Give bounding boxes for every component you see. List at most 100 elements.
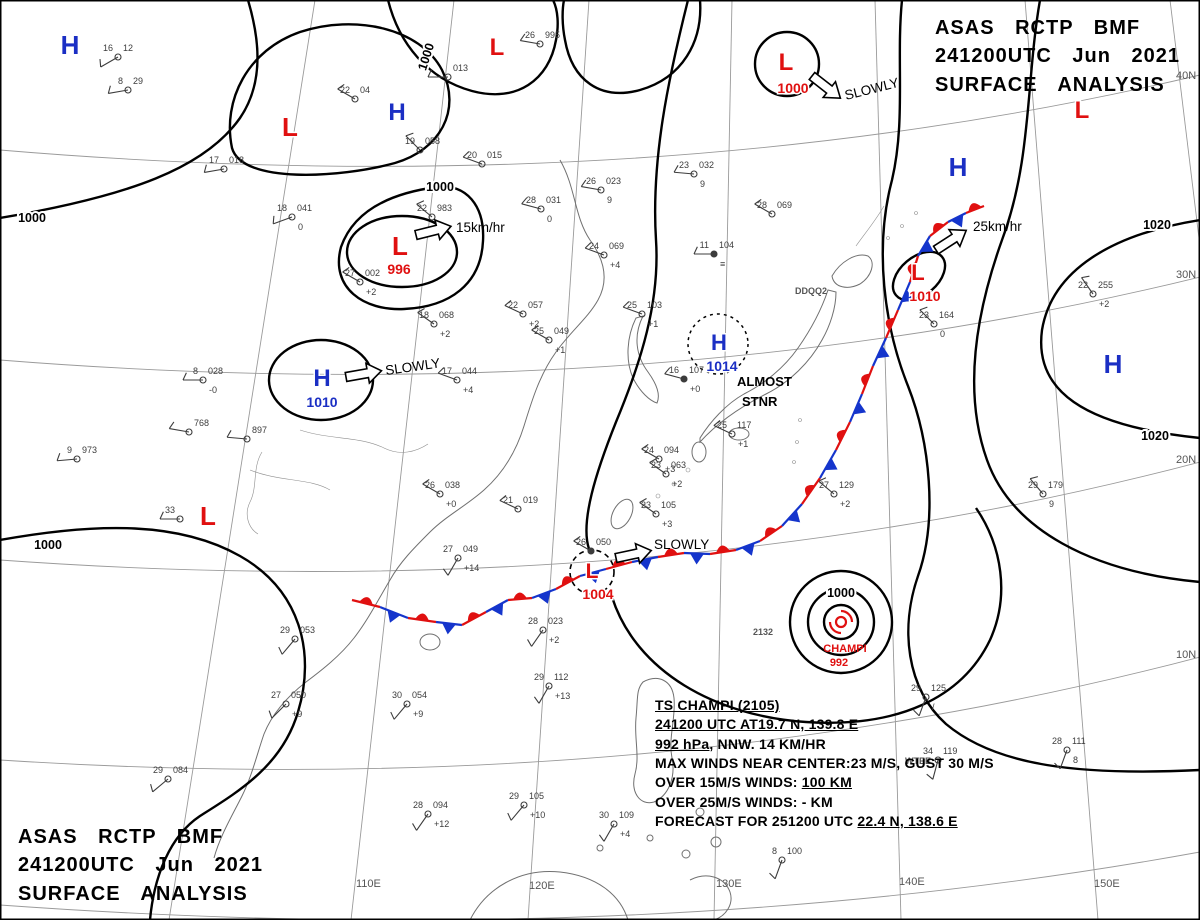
svg-text:023: 023 <box>606 176 621 186</box>
station-plot: 29 179 9 <box>1028 476 1063 509</box>
svg-text:16: 16 <box>669 365 679 375</box>
warm-front-symbol <box>885 317 895 331</box>
svg-text:1014: 1014 <box>706 358 737 374</box>
warm-front-symbol <box>561 576 575 586</box>
cold-front-symbol <box>442 622 456 635</box>
svg-text:24: 24 <box>644 445 654 455</box>
warm-front-symbol <box>933 222 945 234</box>
svg-text:069: 069 <box>777 200 792 210</box>
svg-text:+4: +4 <box>620 829 630 839</box>
station-plot: 18 041 0 <box>272 203 312 232</box>
annotation-label: DDQQ2 <box>795 286 827 296</box>
station-plot: 30 109 +4 <box>598 810 634 842</box>
svg-text:H: H <box>61 30 80 60</box>
pressure-center-h: H <box>947 151 969 184</box>
svg-text:26: 26 <box>525 30 535 40</box>
svg-text:053: 053 <box>300 625 315 635</box>
svg-text:17: 17 <box>209 155 219 165</box>
storm-info-text: TS CHAMPI (2105) <box>655 697 780 713</box>
svg-text:26: 26 <box>586 176 596 186</box>
svg-text:20: 20 <box>467 150 477 160</box>
station-plot: 24 069 +4 <box>584 241 624 270</box>
station-plot: 29 125 / <box>911 683 946 717</box>
pressure-center-l: L 1000 <box>776 48 810 98</box>
svg-text:112: 112 <box>554 672 568 682</box>
typhoon-symbol: 1000 CHAMPI 992 <box>788 569 894 675</box>
station-plot: 11 104 ≡ <box>693 240 734 269</box>
isobar-label: 1000 <box>34 538 62 552</box>
station-plot: 22 983 <box>416 200 452 221</box>
grid-label: 110E <box>356 878 381 890</box>
warm-front-symbol <box>968 203 982 213</box>
svg-text:18: 18 <box>277 203 287 213</box>
svg-text:+2: +2 <box>1099 299 1109 309</box>
chart-type: SURFACE ANALYSIS <box>18 882 248 905</box>
svg-text:032: 032 <box>699 160 714 170</box>
warm-front-symbol <box>804 485 815 497</box>
station-plot: 21 019 <box>499 494 538 513</box>
storm-info-text: 22.4 N, 138.6 E <box>857 812 958 829</box>
station-plot: 8 29 <box>107 76 143 95</box>
pressure-center-l: L <box>1073 96 1091 126</box>
pressure-center-h: H <box>1102 348 1124 381</box>
svg-text:29: 29 <box>133 76 143 86</box>
svg-text:111: 111 <box>1072 736 1086 746</box>
svg-text:28: 28 <box>1052 736 1062 746</box>
storm-info-text: 241200 UTC AT19.7 N, 139.8 E <box>655 716 859 733</box>
station-plot: 16 107 +0 <box>664 365 704 394</box>
annotation-label: ALMOST <box>737 374 792 389</box>
svg-text:L: L <box>282 112 298 142</box>
svg-text:H: H <box>388 99 405 126</box>
pressure-center-h: H 1014 <box>705 329 739 376</box>
svg-text:107: 107 <box>689 365 704 375</box>
station-plot: 16 12 <box>99 43 133 68</box>
station-plot: 28 023 +2 <box>527 616 563 647</box>
station-plot: 28 031 0 <box>521 195 561 224</box>
svg-text:23: 23 <box>919 310 929 320</box>
station-plot: 23 164 0 <box>919 306 954 339</box>
station-plot: 27 050 +9 <box>268 690 306 719</box>
isobar-label: 1000 <box>426 180 454 194</box>
storm-info-block: TS CHAMPI (2105) 241200 UTC AT19.7 N, 139… <box>655 696 994 831</box>
svg-text:9: 9 <box>1049 499 1054 509</box>
cold-front-symbol <box>537 591 551 604</box>
svg-text:L: L <box>779 49 794 76</box>
pressure-center-h: H 1010 <box>305 364 339 412</box>
svg-text:29: 29 <box>509 791 519 801</box>
svg-text:21: 21 <box>503 495 513 505</box>
svg-text:22: 22 <box>1078 280 1088 290</box>
cold-front-symbol <box>586 570 600 584</box>
svg-text:H: H <box>1104 349 1123 379</box>
grid-label: 130E <box>716 878 742 890</box>
grid-label: 140E <box>899 876 925 888</box>
svg-text:129: 129 <box>839 480 854 490</box>
svg-text:179: 179 <box>1048 480 1063 490</box>
svg-text:18: 18 <box>419 310 429 320</box>
station-plot: 23 063 +2 <box>649 458 686 489</box>
svg-text:23: 23 <box>641 500 651 510</box>
station-plot: 897 <box>226 425 267 443</box>
station-plot: 34 119 <box>923 746 957 780</box>
svg-text:30: 30 <box>392 690 402 700</box>
cold-front-symbol <box>490 602 504 616</box>
svg-text:+10: +10 <box>530 810 545 820</box>
svg-text:897: 897 <box>252 425 267 435</box>
svg-text:+3: +3 <box>665 464 675 474</box>
svg-text:058: 058 <box>425 136 440 146</box>
svg-text:29: 29 <box>153 765 163 775</box>
svg-text:+1: +1 <box>555 345 565 355</box>
station-plot: 20 015 <box>462 150 502 168</box>
station-plot: 26 023 9 <box>580 176 621 205</box>
storm-info-line: OVER 25M/S WINDS: - KM <box>655 793 994 812</box>
station-plot: 24 094 +3 <box>641 443 679 474</box>
svg-text:25: 25 <box>717 420 727 430</box>
station-plot: 23 105 +3 <box>639 498 676 529</box>
station-plot: 18 068 +2 <box>417 308 454 339</box>
annotation-label: STNR <box>742 394 778 409</box>
grid-label: 20N <box>1176 454 1196 466</box>
stationary-front <box>351 203 985 635</box>
motion-arrow <box>614 542 653 565</box>
motion-label: SLOWLY <box>654 537 709 552</box>
